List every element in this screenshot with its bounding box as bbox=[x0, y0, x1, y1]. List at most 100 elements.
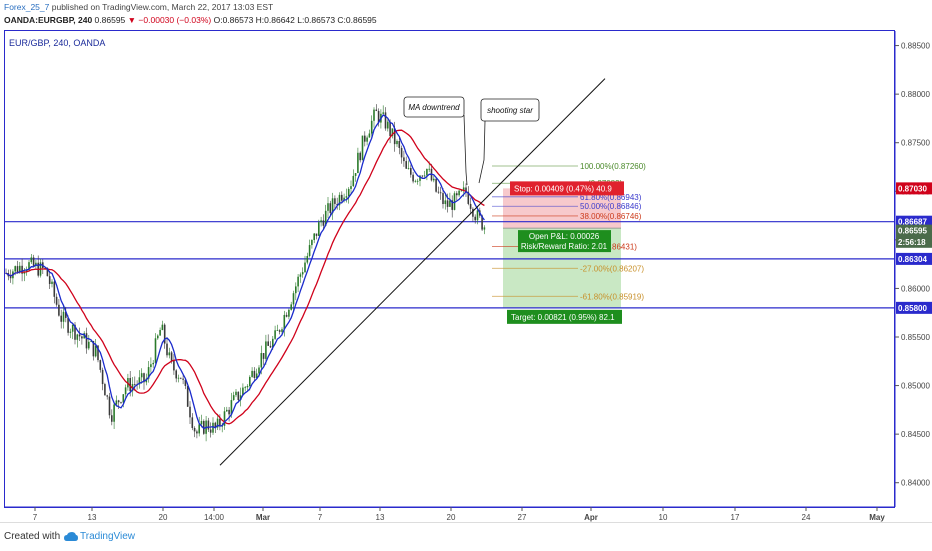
price-tick-label: 0.88000 bbox=[901, 90, 930, 99]
candle-body bbox=[481, 215, 483, 230]
candle-body bbox=[329, 203, 332, 214]
price-label-box bbox=[896, 182, 932, 195]
candle-body bbox=[230, 400, 233, 415]
candle-body bbox=[272, 338, 274, 348]
candle-body bbox=[242, 387, 244, 396]
candle-body bbox=[14, 266, 16, 272]
candle-body bbox=[170, 352, 173, 361]
rr-label: Risk/Reward Ratio: 2.01 bbox=[521, 242, 608, 251]
ma-downtrend-text: MA downtrend bbox=[408, 103, 460, 112]
ma-slow-line bbox=[5, 129, 485, 425]
candle-body bbox=[143, 373, 145, 383]
tradingview-brand[interactable]: TradingView bbox=[80, 531, 136, 542]
candle-body bbox=[235, 391, 237, 396]
candle-body bbox=[203, 421, 205, 434]
candle-body bbox=[467, 191, 470, 204]
candle-body bbox=[85, 333, 88, 349]
candle-body bbox=[290, 304, 292, 310]
candle-body bbox=[260, 353, 263, 368]
candle-body bbox=[359, 152, 361, 161]
shooting-star-text: shooting star bbox=[487, 106, 533, 115]
time-tick-label: 10 bbox=[659, 513, 668, 522]
candle-body bbox=[306, 255, 309, 263]
candle-body bbox=[189, 406, 191, 418]
candle-body bbox=[134, 384, 136, 385]
candle-body bbox=[120, 402, 122, 404]
candle-body bbox=[389, 121, 391, 136]
price-tick-label: 0.87500 bbox=[901, 139, 930, 148]
candle-body bbox=[157, 335, 159, 339]
time-tick-label: 20 bbox=[159, 513, 168, 522]
candle-body bbox=[370, 120, 373, 134]
candle-body bbox=[53, 281, 56, 297]
candle-body bbox=[334, 198, 336, 204]
shooting-star-pointer bbox=[478, 120, 486, 184]
candle-body bbox=[30, 257, 33, 263]
time-tick-label: Mar bbox=[256, 513, 270, 522]
candle-body bbox=[212, 422, 214, 433]
candle-body bbox=[237, 391, 240, 401]
candle-body bbox=[32, 257, 35, 266]
candle-body bbox=[163, 324, 166, 344]
candle-body bbox=[364, 135, 366, 142]
candle-body bbox=[327, 203, 329, 211]
candle-body bbox=[249, 376, 251, 386]
candle-body bbox=[265, 341, 267, 359]
candle-body bbox=[83, 333, 85, 339]
price-axis: 0.885000.880000.875000.870000.865000.860… bbox=[894, 31, 932, 507]
candle-body bbox=[352, 175, 355, 187]
candle-body bbox=[476, 210, 479, 221]
candle-body bbox=[474, 216, 476, 221]
symbol-header: OANDA:EURGBP, 240 0.86595 ▼ −0.00030 (−0… bbox=[4, 15, 377, 25]
candle-body bbox=[150, 364, 152, 368]
target-label-box bbox=[507, 309, 622, 324]
candle-body bbox=[462, 187, 465, 191]
candle-body bbox=[318, 222, 320, 236]
candle-body bbox=[117, 400, 120, 403]
candle-body bbox=[368, 133, 371, 138]
candle-body bbox=[9, 276, 12, 279]
candle-body bbox=[58, 304, 60, 316]
candle-body bbox=[99, 360, 102, 370]
candle-body bbox=[226, 409, 228, 412]
chart-title: EUR/GBP, 240, OANDA bbox=[9, 38, 105, 48]
price-chart[interactable]: 100.00%(0.87260)(0.87083)61.80%(0.86943)… bbox=[0, 0, 932, 522]
candle-body bbox=[48, 276, 51, 284]
publish-header: Forex_25_7 published on TradingView.com,… bbox=[4, 2, 273, 12]
candle-body bbox=[382, 112, 384, 114]
candle-body bbox=[391, 128, 394, 136]
candle-body bbox=[338, 194, 341, 206]
price-label: 0.85800 bbox=[898, 304, 927, 313]
candle-body bbox=[16, 266, 19, 273]
candle-body bbox=[281, 329, 283, 332]
price-tick-label: 0.84000 bbox=[901, 479, 930, 488]
time-tick-label: 14:00 bbox=[204, 513, 225, 522]
candle-body bbox=[377, 110, 380, 123]
time-tick-label: 20 bbox=[447, 513, 456, 522]
annotations: MA downtrend shooting star bbox=[403, 96, 540, 186]
shooting-star-callout bbox=[480, 98, 540, 122]
candle-body bbox=[108, 396, 111, 416]
candle-body bbox=[469, 203, 472, 209]
candle-body bbox=[168, 352, 171, 356]
candle-body bbox=[269, 345, 272, 348]
candle-body bbox=[472, 208, 474, 217]
candle-body bbox=[186, 385, 189, 407]
candle-body bbox=[177, 377, 180, 379]
candle-body bbox=[444, 200, 447, 205]
candle-body bbox=[221, 425, 223, 427]
candle-body bbox=[387, 121, 389, 129]
price-label-box bbox=[896, 301, 932, 314]
candle-body bbox=[246, 385, 249, 388]
candle-body bbox=[453, 193, 456, 210]
candle-body bbox=[366, 137, 368, 142]
author-link[interactable]: Forex_25_7 bbox=[4, 2, 50, 12]
pnl-label: Open P&L: 0.00026 bbox=[529, 232, 600, 241]
candle-body bbox=[274, 330, 276, 339]
price-label: 0.86687 bbox=[898, 218, 927, 227]
candle-body bbox=[253, 370, 256, 378]
candle-body bbox=[449, 200, 451, 207]
candle-body bbox=[421, 175, 424, 177]
time-tick-label: 27 bbox=[518, 513, 527, 522]
candle-body bbox=[55, 296, 58, 305]
